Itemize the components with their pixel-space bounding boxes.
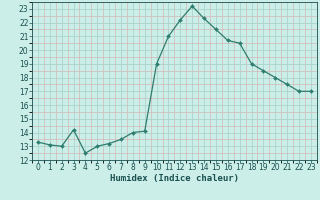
X-axis label: Humidex (Indice chaleur): Humidex (Indice chaleur) bbox=[110, 174, 239, 183]
